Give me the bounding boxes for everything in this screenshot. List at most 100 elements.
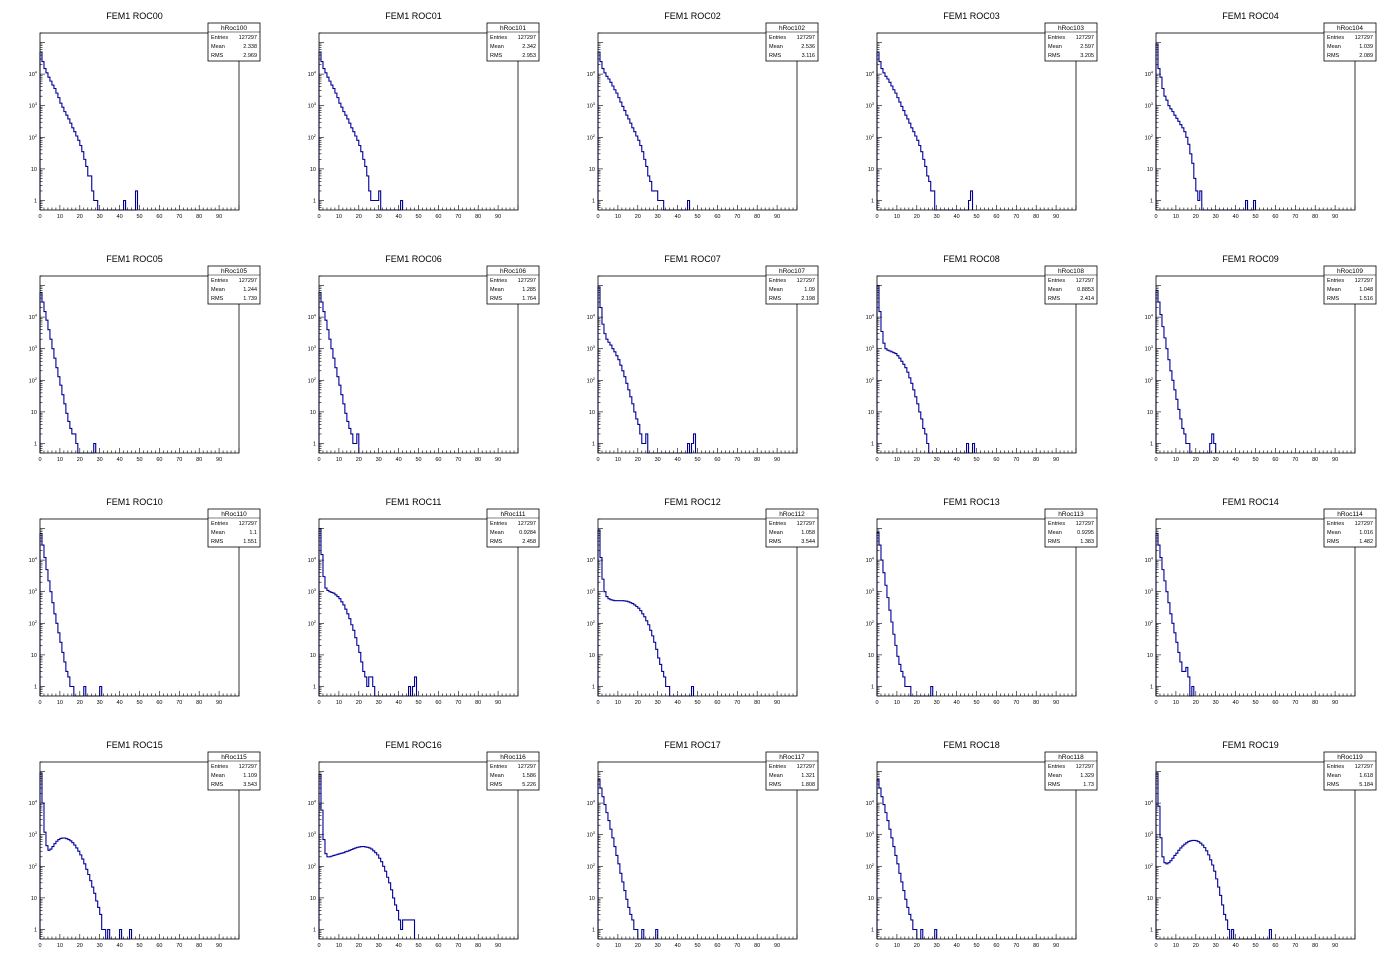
stats-label: Entries <box>490 521 507 527</box>
histogram-svg: FEM1 ROC03 0 10 20 30 40 50 60 70 80 90 1 10 102 103 10… <box>866 11 1098 220</box>
y-tick-label: 103 <box>587 830 596 839</box>
x-tick-label: 30 <box>934 700 940 706</box>
histogram-line <box>876 284 976 454</box>
x-tick-label: 60 <box>435 943 441 949</box>
y-tick-label: 102 <box>29 133 38 142</box>
x-tick-label: 90 <box>774 943 780 949</box>
panel-title: FEM1 ROC12 <box>664 497 721 507</box>
stats-label: Mean <box>1327 530 1341 536</box>
y-tick-label: 1 <box>871 684 874 690</box>
stats-value: 1.09 <box>804 287 815 293</box>
x-tick-label: 80 <box>196 214 202 220</box>
stats-value: 0.8853 <box>1077 287 1094 293</box>
stats-value: 1.551 <box>243 539 257 545</box>
histogram-svg: FEM1 ROC13 0 10 20 30 40 50 60 70 80 90 1 10 102 103 10… <box>866 497 1098 706</box>
histogram-panel: FEM1 ROC12 0 10 20 30 40 50 60 70 80 90 1 10 102 103 10… <box>558 486 837 729</box>
x-tick-label: 70 <box>1292 700 1298 706</box>
x-tick-label: 20 <box>1193 700 1199 706</box>
x-tick-label: 40 <box>1233 457 1239 463</box>
x-tick-label: 90 <box>216 943 222 949</box>
x-tick-label: 50 <box>136 700 142 706</box>
panel-title: FEM1 ROC09 <box>1222 254 1279 264</box>
x-tick-label: 50 <box>415 943 421 949</box>
stats-name: hRoc109 <box>1337 268 1363 275</box>
stats-label: Mean <box>211 530 225 536</box>
x-tick-label: 60 <box>714 700 720 706</box>
y-tick-label: 10 <box>31 167 37 173</box>
stats-label: RMS <box>769 539 782 545</box>
stats-label: RMS <box>490 539 503 545</box>
y-tick-label: 10 <box>1147 167 1153 173</box>
x-tick-label: 70 <box>176 457 182 463</box>
x-tick-label: 30 <box>97 700 103 706</box>
x-tick-label: 20 <box>356 457 362 463</box>
x-tick-label: 70 <box>1292 943 1298 949</box>
stats-label: Entries <box>490 35 507 41</box>
y-tick-label: 10 <box>1147 653 1153 659</box>
x-tick-label: 0 <box>38 700 41 706</box>
stats-label: RMS <box>211 53 224 59</box>
x-tick-label: 90 <box>1053 457 1059 463</box>
histogram-line <box>597 529 695 697</box>
y-tick-label: 102 <box>866 133 875 142</box>
x-tick-label: 10 <box>894 214 900 220</box>
x-tick-label: 30 <box>655 700 661 706</box>
x-tick-label: 50 <box>1252 700 1258 706</box>
histogram-panel: FEM1 ROC08 0 10 20 30 40 50 60 70 80 90 1 10 102 103 10… <box>837 243 1116 486</box>
x-tick-label: 60 <box>156 214 162 220</box>
x-tick-label: 60 <box>714 214 720 220</box>
x-tick-label: 30 <box>1213 214 1219 220</box>
x-tick-label: 10 <box>615 214 621 220</box>
panel-title: FEM1 ROC04 <box>1222 11 1279 21</box>
histogram-panel: FEM1 ROC00 0 10 20 30 40 50 60 70 80 90 1 10 102 103 10… <box>0 0 279 243</box>
stats-name: hRoc105 <box>221 268 247 275</box>
stats-label: Entries <box>211 35 228 41</box>
panel-title: FEM1 ROC06 <box>385 254 442 264</box>
histogram-panel: FEM1 ROC04 0 10 20 30 40 50 60 70 80 90 1 10 102 103 10… <box>1116 0 1395 243</box>
panel-title: FEM1 ROC10 <box>106 497 163 507</box>
y-tick-label: 104 <box>308 313 317 322</box>
histogram-line <box>39 532 103 697</box>
histogram-panel: FEM1 ROC05 0 10 20 30 40 50 60 70 80 90 1 10 102 103 10… <box>0 243 279 486</box>
stats-name: hRoc114 <box>1337 511 1363 518</box>
stats-label: Mean <box>490 530 504 536</box>
y-tick-label: 103 <box>308 344 317 353</box>
x-tick-label: 50 <box>415 214 421 220</box>
y-tick-label: 10 <box>868 410 874 416</box>
stats-box <box>765 508 819 548</box>
y-tick-label: 10 <box>310 410 316 416</box>
panel-title: FEM1 ROC11 <box>386 497 442 507</box>
stats-label: RMS <box>490 53 503 59</box>
panel-title: FEM1 ROC19 <box>1222 740 1279 750</box>
x-tick-label: 90 <box>1332 700 1338 706</box>
x-tick-label: 40 <box>396 214 402 220</box>
x-tick-label: 90 <box>1332 214 1338 220</box>
y-tick-label: 103 <box>1145 101 1154 110</box>
y-tick-label: 103 <box>1145 830 1154 839</box>
stats-name: hRoc112 <box>779 511 805 518</box>
stats-name: hRoc116 <box>500 754 526 761</box>
y-tick-label: 1 <box>592 927 595 933</box>
histogram-svg: FEM1 ROC08 0 10 20 30 40 50 60 70 80 90 1 10 102 103 10… <box>866 254 1098 463</box>
x-tick-label: 30 <box>934 457 940 463</box>
stats-box <box>765 751 819 791</box>
stats-label: Entries <box>211 764 228 770</box>
x-tick-label: 60 <box>714 943 720 949</box>
x-tick-label: 40 <box>954 457 960 463</box>
x-tick-label: 20 <box>1193 457 1199 463</box>
histogram-line <box>318 291 360 453</box>
x-tick-label: 30 <box>97 943 103 949</box>
y-tick-label: 104 <box>1145 799 1154 808</box>
stats-value: 127297 <box>1355 521 1373 527</box>
stats-label: Mean <box>769 773 783 779</box>
x-tick-label: 40 <box>1233 214 1239 220</box>
x-tick-label: 80 <box>754 943 760 949</box>
x-tick-label: 50 <box>973 457 979 463</box>
y-tick-label: 102 <box>866 619 875 628</box>
stats-label: RMS <box>769 296 782 302</box>
x-tick-label: 20 <box>77 214 83 220</box>
x-tick-label: 40 <box>675 457 681 463</box>
x-tick-label: 40 <box>954 700 960 706</box>
x-tick-label: 90 <box>216 457 222 463</box>
x-tick-label: 10 <box>57 214 63 220</box>
